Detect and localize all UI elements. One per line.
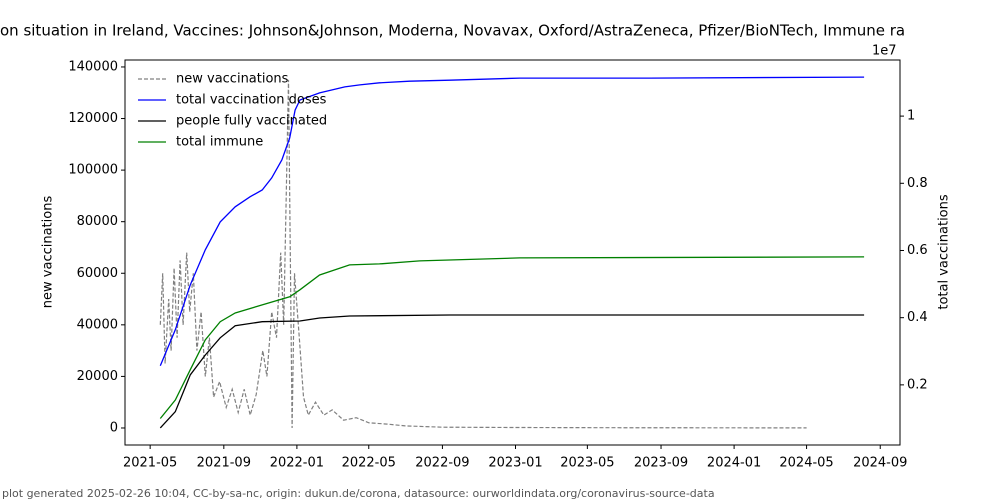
- legend-label: new vaccinations: [176, 72, 289, 87]
- x-tick-label: 2022-09: [415, 456, 469, 471]
- y2-axis-label: total vaccinations: [937, 194, 952, 310]
- y-tick-label: 60000: [77, 266, 118, 281]
- line-series: [159, 79, 807, 429]
- y2-tick-label: 0.2: [907, 377, 928, 392]
- legend-label: people fully vaccinated: [176, 114, 327, 129]
- x-tick-label: 2024-09: [853, 456, 907, 471]
- line-series: [159, 314, 865, 429]
- x-tick-label: 2024-05: [779, 456, 833, 471]
- y-tick-label: 80000: [77, 214, 118, 229]
- x-tick-label: 2023-01: [488, 456, 542, 471]
- x-tick-label: 2021-05: [123, 456, 177, 471]
- x-tick-label: 2022-05: [342, 456, 396, 471]
- x-tick-label: 2023-09: [634, 456, 688, 471]
- y-tick-label: 40000: [77, 317, 118, 332]
- y2-tick-label: 0.4: [907, 310, 928, 325]
- y-tick-label: 20000: [77, 369, 118, 384]
- y-tick-label: 0: [110, 420, 118, 435]
- line-series: [159, 256, 865, 419]
- footer: plot generated 2025-02-26 10:04, CC-by-s…: [2, 487, 715, 500]
- plot-frame: [124, 59, 901, 446]
- y-axis-label: new vaccinations: [41, 196, 56, 309]
- chart-title: on situation in Ireland, Vaccines: Johns…: [0, 22, 905, 40]
- x-tick-label: 2023-05: [560, 456, 614, 471]
- legend-label: total immune: [176, 135, 263, 150]
- line-series: [159, 76, 865, 366]
- y2-tick-label: 0.6: [907, 243, 928, 258]
- y2-tick-label: 1: [907, 109, 915, 124]
- y-tick-label: 120000: [68, 111, 118, 126]
- x-tick-label: 2024-01: [707, 456, 761, 471]
- y-tick-label: 140000: [68, 59, 118, 74]
- y2-tick-label: 0.8: [907, 176, 928, 191]
- x-tick-label: 2021-09: [197, 456, 251, 471]
- y-tick-label: 100000: [68, 163, 118, 178]
- legend-label: total vaccination doses: [176, 93, 327, 108]
- x-tick-label: 2022-01: [270, 456, 324, 471]
- y2-offset-label: 1e7: [872, 44, 897, 59]
